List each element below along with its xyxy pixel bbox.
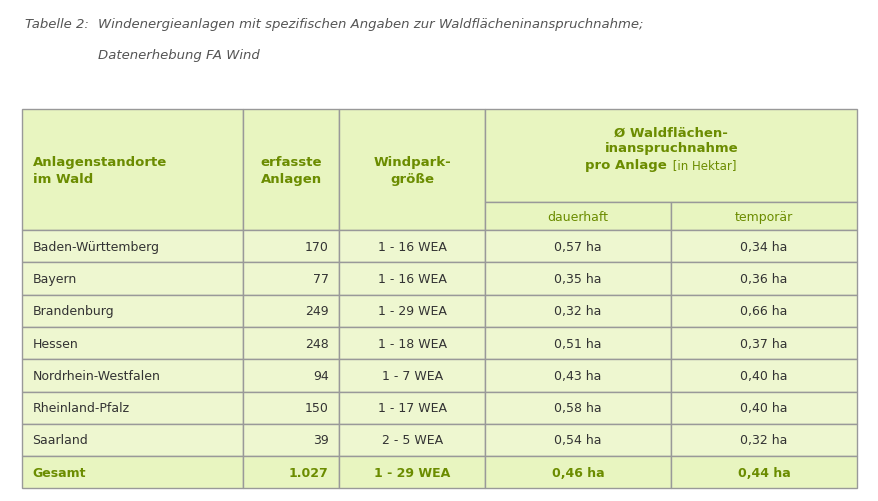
Bar	[339, 392, 485, 424]
Bar	[339, 295, 485, 327]
Text: 1 - 16 WEA: 1 - 16 WEA	[378, 273, 446, 286]
Text: Nordrhein-Westfalen: Nordrhein-Westfalen	[32, 369, 160, 382]
Text: erfasste
Anlagen: erfasste Anlagen	[260, 155, 321, 185]
Text: 0,66 ha: 0,66 ha	[739, 305, 787, 318]
Text: 0,51 ha: 0,51 ha	[554, 337, 601, 350]
Text: 0,32 ha: 0,32 ha	[739, 433, 787, 446]
Text: 1 - 16 WEA: 1 - 16 WEA	[378, 240, 446, 253]
Bar	[670, 295, 856, 327]
Text: Windpark-
größe: Windpark- größe	[373, 155, 450, 185]
Bar	[485, 360, 670, 392]
Bar	[243, 295, 339, 327]
Bar	[243, 392, 339, 424]
Text: 248: 248	[305, 337, 328, 350]
Text: [in Hektar]: [in Hektar]	[668, 159, 735, 172]
Bar	[339, 327, 485, 360]
Text: 0,40 ha: 0,40 ha	[739, 369, 787, 382]
Text: 0,36 ha: 0,36 ha	[739, 273, 787, 286]
Bar	[485, 456, 670, 488]
Text: 0,32 ha: 0,32 ha	[554, 305, 601, 318]
Bar	[243, 424, 339, 456]
Bar	[485, 110, 856, 203]
Text: Hessen: Hessen	[32, 337, 78, 350]
Text: 170: 170	[305, 240, 328, 253]
Bar	[22, 295, 243, 327]
Text: 0,37 ha: 0,37 ha	[739, 337, 787, 350]
Text: 0,34 ha: 0,34 ha	[739, 240, 787, 253]
Text: 0,40 ha: 0,40 ha	[739, 401, 787, 414]
Text: 150: 150	[305, 401, 328, 414]
Text: 0,46 ha: 0,46 ha	[551, 466, 604, 479]
Bar	[22, 263, 243, 295]
Text: 77: 77	[313, 273, 328, 286]
Text: 0,44 ha: 0,44 ha	[737, 466, 789, 479]
Text: Gesamt: Gesamt	[32, 466, 86, 479]
Bar	[339, 263, 485, 295]
Bar	[339, 230, 485, 263]
Text: 249: 249	[305, 305, 328, 318]
Bar	[22, 392, 243, 424]
Bar	[22, 230, 243, 263]
Text: 0,43 ha: 0,43 ha	[554, 369, 601, 382]
Bar	[670, 456, 856, 488]
Bar	[670, 327, 856, 360]
Text: 0,35 ha: 0,35 ha	[554, 273, 601, 286]
Text: Tabelle 2:: Tabelle 2:	[25, 18, 89, 31]
Bar	[485, 424, 670, 456]
Text: Baden-Württemberg: Baden-Württemberg	[32, 240, 159, 253]
Text: inanspruchnahme: inanspruchnahme	[604, 142, 738, 155]
Bar	[339, 110, 485, 230]
Bar	[485, 295, 670, 327]
Bar	[243, 263, 339, 295]
Text: 2 - 5 WEA: 2 - 5 WEA	[381, 433, 443, 446]
Text: 1 - 18 WEA: 1 - 18 WEA	[378, 337, 446, 350]
Text: Anlagenstandorte
im Wald: Anlagenstandorte im Wald	[32, 155, 167, 185]
Text: Ø Waldflächen-: Ø Waldflächen-	[614, 126, 727, 139]
Bar	[22, 456, 243, 488]
Bar	[485, 327, 670, 360]
Bar	[243, 456, 339, 488]
Text: Datenerhebung FA Wind: Datenerhebung FA Wind	[97, 49, 259, 62]
Bar	[670, 392, 856, 424]
Bar	[670, 360, 856, 392]
Text: Rheinland-Pfalz: Rheinland-Pfalz	[32, 401, 129, 414]
Bar	[22, 110, 243, 230]
Bar	[22, 424, 243, 456]
Bar	[243, 327, 339, 360]
Bar	[339, 456, 485, 488]
Text: 1.027: 1.027	[289, 466, 328, 479]
Bar	[339, 424, 485, 456]
Text: Bayern: Bayern	[32, 273, 76, 286]
Text: 0,57 ha: 0,57 ha	[554, 240, 601, 253]
Text: pro Anlage: pro Anlage	[585, 159, 666, 172]
Text: Saarland: Saarland	[32, 433, 88, 446]
Bar	[670, 230, 856, 263]
Text: dauerhaft: dauerhaft	[547, 210, 608, 223]
Text: temporär: temporär	[734, 210, 792, 223]
Text: Brandenburg: Brandenburg	[32, 305, 114, 318]
Text: 39: 39	[313, 433, 328, 446]
Bar	[485, 392, 670, 424]
Bar	[485, 230, 670, 263]
Text: 0,58 ha: 0,58 ha	[554, 401, 601, 414]
Text: 94: 94	[313, 369, 328, 382]
Text: 1 - 29 WEA: 1 - 29 WEA	[374, 466, 450, 479]
Text: 1 - 7 WEA: 1 - 7 WEA	[381, 369, 443, 382]
Text: 0,54 ha: 0,54 ha	[554, 433, 601, 446]
Bar	[670, 263, 856, 295]
Bar	[670, 203, 856, 230]
Bar	[670, 424, 856, 456]
Bar	[22, 327, 243, 360]
Text: 1 - 17 WEA: 1 - 17 WEA	[378, 401, 446, 414]
Bar	[485, 203, 670, 230]
Bar	[339, 360, 485, 392]
Bar	[22, 360, 243, 392]
Bar	[243, 230, 339, 263]
Bar	[485, 263, 670, 295]
Bar	[243, 360, 339, 392]
Text: Windenergieanlagen mit spezifischen Angaben zur Waldflächeninanspruchnahme;: Windenergieanlagen mit spezifischen Anga…	[97, 18, 643, 31]
Text: 1 - 29 WEA: 1 - 29 WEA	[378, 305, 446, 318]
Bar	[243, 110, 339, 230]
